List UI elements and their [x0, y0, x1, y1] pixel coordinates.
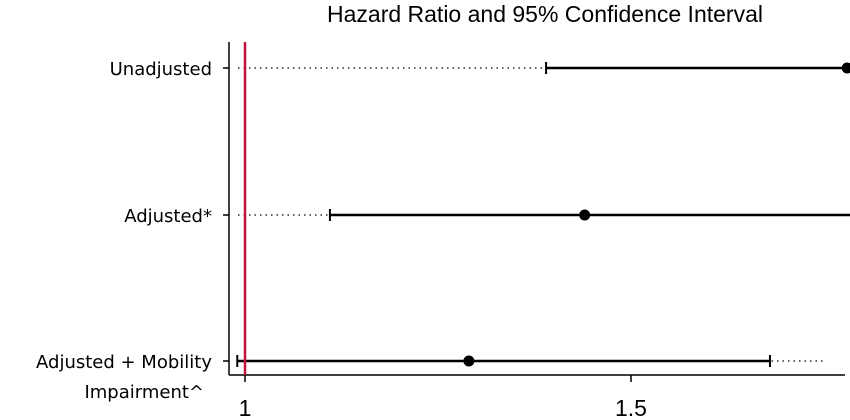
point-estimate [463, 355, 475, 367]
chart-title: Hazard Ratio and 95% Confidence Interval [327, 1, 763, 27]
rows-layer: Unadjusted Adjusted* Adjusted + Mobility Im… [36, 59, 850, 403]
row-1: Adjusted* [124, 206, 850, 227]
point-estimate [841, 62, 850, 74]
x-ticks-layer: 11.522.5 [239, 375, 647, 420]
row-label: Adjusted + Mobility [36, 352, 212, 373]
row-label: Unadjusted [110, 59, 212, 80]
row-2: Adjusted + Mobility Impairment^ [36, 352, 823, 403]
point-estimate [579, 209, 591, 221]
row-label: Adjusted* [124, 206, 212, 227]
x-tick-label: 1 [239, 395, 252, 420]
row-label: Impairment^ [84, 382, 204, 403]
x-tick-label: 1.5 [615, 395, 647, 420]
row-0: Unadjusted [110, 59, 850, 80]
